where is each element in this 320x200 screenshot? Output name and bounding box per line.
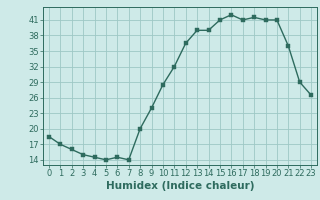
- X-axis label: Humidex (Indice chaleur): Humidex (Indice chaleur): [106, 181, 254, 191]
